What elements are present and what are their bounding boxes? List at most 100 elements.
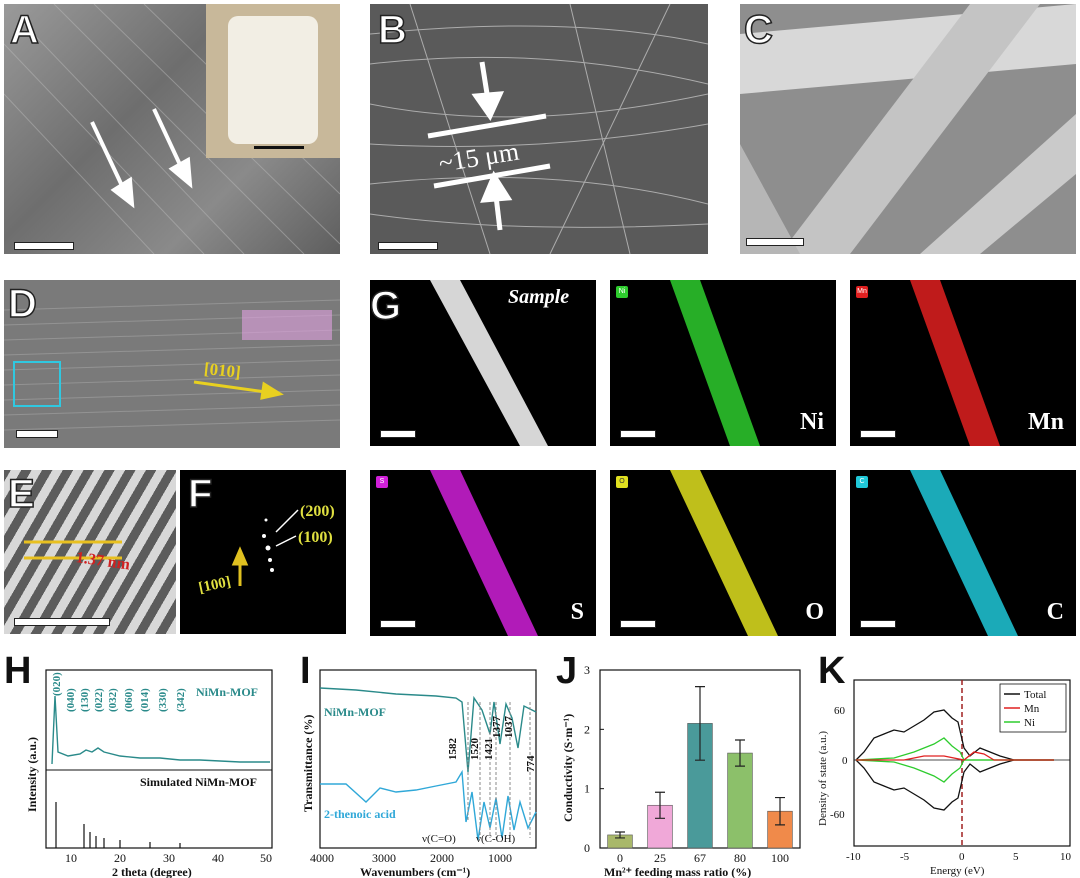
- panel-label-k: K: [818, 652, 846, 692]
- svg-text:60: 60: [834, 705, 846, 717]
- map-chip-mn: Mn: [856, 286, 868, 298]
- map-chip-ni: Ni: [616, 286, 628, 298]
- panel-f-direction: [100]: [197, 574, 232, 596]
- panel-label-i: I: [300, 652, 311, 692]
- map-element-mn: Mn: [1028, 409, 1064, 435]
- panel-label-h: H: [4, 652, 32, 692]
- svg-text:2000: 2000: [430, 851, 454, 865]
- panel-h-xticks: 10 20 30 40 50: [65, 851, 272, 865]
- svg-text:(130): (130): [79, 688, 91, 712]
- svg-text:(014): (014): [139, 688, 151, 712]
- svg-text:Mn: Mn: [1024, 703, 1040, 715]
- panel-i-bottom-series-name: 2-thenoic acid: [324, 807, 396, 821]
- svg-text:1000: 1000: [488, 851, 512, 865]
- panel-g-map-s: S S: [370, 470, 596, 636]
- svg-text:774: 774: [525, 755, 537, 772]
- map-chip-o: O: [616, 476, 628, 488]
- panel-j-conductivity-chart: 0 1 2 3 0 25 67 80 100 Mn²⁺ feeding mass ratio …: [548, 652, 810, 878]
- panel-g-sample-image: G Sample: [370, 280, 596, 446]
- panel-k-ylabel: Density of state (a.u.): [817, 731, 829, 826]
- panel-a-inset-scale-bar: [254, 146, 304, 149]
- panel-h-xlabel: 2 theta (degree): [112, 865, 192, 878]
- svg-text:50: 50: [260, 851, 272, 865]
- panel-label-j: J: [556, 652, 578, 692]
- svg-text:4000: 4000: [310, 851, 334, 865]
- panel-i-xticks: 4000 3000 2000 1000: [310, 851, 512, 865]
- svg-text:(032): (032): [107, 688, 119, 712]
- panel-a-sem-image: A: [4, 4, 340, 254]
- panel-f-spot-200: (200): [300, 503, 335, 520]
- svg-text:30: 30: [163, 851, 175, 865]
- map-element-o: O: [805, 599, 824, 625]
- panel-i-ylabel: Transmittance (%): [301, 715, 315, 812]
- error-bar-25: [655, 791, 665, 819]
- svg-text:1520: 1520: [469, 738, 481, 761]
- panel-k-yticks: 60 0 -60: [830, 705, 848, 821]
- panel-a-inset-photo: [206, 4, 340, 158]
- panel-i-ftir-chart: 1582 1520 1421 1377 1037 774 NiMn-MOF 2-…: [296, 652, 544, 878]
- panel-k-xlabel: Energy (eV): [930, 865, 985, 877]
- map-c-scale-bar: [860, 620, 896, 628]
- panel-g-map-ni: Ni Ni: [610, 280, 836, 446]
- panel-a-scale-bar: [14, 242, 74, 250]
- svg-text:(342): (342): [175, 688, 187, 712]
- panel-i-xlabel: Wavenumbers (cm⁻¹): [360, 865, 470, 878]
- panel-d-cyan-box: [13, 361, 61, 407]
- panel-label-c: C: [743, 8, 773, 52]
- map-chip-c: C: [856, 476, 868, 488]
- svg-text:5: 5: [1013, 851, 1019, 863]
- x-tick-label: 67: [694, 851, 706, 865]
- error-bar-100: [775, 796, 785, 826]
- error-bar-67: [695, 686, 705, 761]
- svg-text:10: 10: [65, 851, 77, 865]
- svg-text:0: 0: [842, 755, 848, 767]
- svg-text:1037: 1037: [503, 716, 515, 739]
- map-mn-scale-bar: [860, 430, 896, 438]
- panel-e-hrtem-image: 1.37 nm E: [4, 470, 176, 634]
- panel-label-d: D: [7, 282, 37, 326]
- svg-text:10: 10: [1060, 851, 1072, 863]
- x-tick-label: 25: [654, 851, 666, 865]
- panel-d-scale-bar: [16, 430, 58, 438]
- x-tick-label: 0: [617, 851, 623, 865]
- panel-k-dos-chart: 60 0 -60 -10 -5 0 5 10 Energy (eV) Density o…: [814, 652, 1080, 878]
- svg-text:(020): (020): [51, 672, 63, 696]
- svg-text:1377: 1377: [491, 716, 503, 739]
- svg-text:(040): (040): [65, 688, 77, 712]
- panel-g-scale-bar: [380, 430, 416, 438]
- panel-k-legend: Total Mn Ni: [999, 683, 1067, 733]
- panel-i-band-labels: 1582 1520 1421 1377 1037 774: [447, 716, 537, 773]
- svg-text:-60: -60: [830, 809, 845, 821]
- y-tick-label: 1: [584, 782, 590, 796]
- error-bar-0: [615, 831, 625, 839]
- panel-k-xticks: -10 -5 0 5 10: [846, 851, 1072, 863]
- panel-f-fft-image: (200) (100) [100] F: [180, 470, 346, 634]
- svg-text:40: 40: [212, 851, 224, 865]
- panel-h-xrd-chart: (020) (040) (130) (022) (032) (060) (014…: [0, 652, 290, 878]
- error-bar-80: [735, 739, 745, 767]
- panel-h-bottom-series-name: Simulated NiMn-MOF: [140, 775, 257, 789]
- panel-i-mode-co: ν(C=O): [422, 833, 456, 845]
- svg-text:-5: -5: [900, 851, 910, 863]
- y-tick-label: 0: [584, 841, 590, 855]
- panel-d-direction: [010]: [203, 359, 242, 382]
- map-o-scale-bar: [620, 620, 656, 628]
- map-element-ni: Ni: [800, 409, 824, 435]
- svg-text:3000: 3000: [372, 851, 396, 865]
- panel-c-sem-image: C: [740, 4, 1076, 254]
- panel-f-spot-100: (100): [298, 529, 333, 546]
- panel-j-xlabel: Mn²⁺ feeding mass ratio (%): [604, 865, 751, 878]
- panel-a-arrows: [90, 108, 193, 209]
- panel-h-top-series-name: NiMn-MOF: [196, 685, 258, 699]
- y-tick-label: 3: [584, 663, 590, 677]
- x-tick-label: 100: [771, 851, 789, 865]
- panel-b-scale-bar: [378, 242, 438, 250]
- panel-h-peak-labels: (020) (040) (130) (022) (032) (060) (014…: [51, 672, 187, 712]
- panel-d-pink-region: [242, 310, 332, 340]
- svg-text:Total: Total: [1024, 689, 1046, 701]
- svg-text:1421: 1421: [483, 738, 495, 760]
- panel-g-map-o: O O: [610, 470, 836, 636]
- panel-e-spacing: 1.37 nm: [75, 549, 132, 573]
- panel-e-scale-bar: [14, 618, 110, 626]
- svg-text:0: 0: [959, 851, 965, 863]
